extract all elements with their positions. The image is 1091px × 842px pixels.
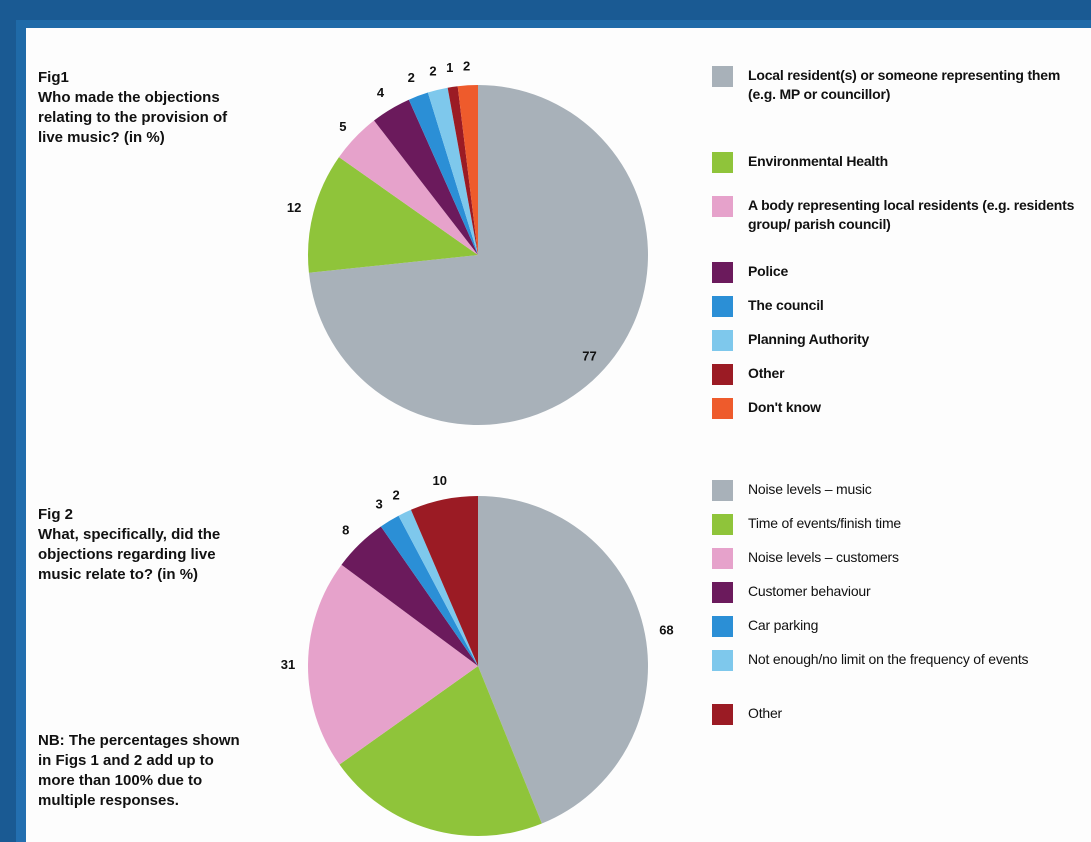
legend-swatch: [712, 480, 733, 501]
fig2-slice-time-of-events-finish-time: [339, 666, 542, 836]
infographic-page: Fig1 Who made the objections relating to…: [26, 28, 1091, 842]
fig2-legend-item: Noise levels – customers: [712, 548, 1078, 569]
fig2-slice-noise-levels-music: [478, 496, 649, 824]
fig2-slice-other: [410, 496, 478, 666]
fig1-legend-item: Environmental Health: [712, 152, 1078, 173]
fig2-value-label: 8: [342, 523, 349, 538]
fig1-slice-local-resident-s-or-someone-representing: [308, 85, 648, 425]
legend-swatch: [712, 196, 733, 217]
fig1-legend-item: Police: [712, 262, 1078, 283]
fig1-slice-a-body-representing-local-residents-e-g-: [338, 120, 478, 256]
fig1-slice-the-council: [408, 92, 478, 255]
fig1-title-block: Fig1 Who made the objections relating to…: [38, 68, 248, 148]
legend-label: Planning Authority: [748, 331, 870, 347]
fig2-value-label: 3: [376, 497, 383, 512]
fig2-slice-not-enough-no-limit-on-the-frequency-of-: [398, 509, 478, 666]
fig2-title-block: Fig 2 What, specifically, did the object…: [38, 505, 248, 585]
fig1-value-label: 2: [463, 58, 470, 73]
legend-swatch: [712, 152, 733, 173]
legend-swatch: [712, 330, 733, 351]
fig1-slice-environmental-health: [308, 157, 478, 273]
fig1-legend-item: Other: [712, 364, 1078, 385]
legend-label: Not enough/no limit on the frequency of …: [748, 651, 1029, 667]
fig2-slice-car-parking: [380, 515, 478, 666]
legend-label: Other: [748, 365, 785, 381]
fig1-slice-police: [374, 99, 478, 256]
legend-swatch: [712, 514, 733, 535]
legend-label: Customer behaviour: [748, 583, 871, 599]
legend-swatch: [712, 650, 733, 671]
fig1-title: Fig1: [38, 69, 69, 86]
fig1-legend-item: Planning Authority: [712, 330, 1078, 351]
fig1-slice-planning-authority: [427, 87, 478, 256]
fig2-question: What, specifically, did the objections r…: [38, 526, 221, 583]
fig1-value-label: 77: [582, 348, 596, 363]
legend-swatch: [712, 616, 733, 637]
legend-swatch: [712, 296, 733, 317]
legend-swatch: [712, 398, 733, 419]
fig2-legend-item: Time of events/finish time: [712, 514, 1078, 535]
fig1-value-label: 1: [446, 60, 453, 75]
legend-label: Other: [748, 705, 783, 721]
legend-swatch: [712, 704, 733, 725]
fig1-legend-item: A body representing local residents (e.g…: [712, 196, 1078, 234]
legend-swatch: [712, 66, 733, 87]
legend-swatch: [712, 262, 733, 283]
fig1-value-label: 2: [429, 63, 436, 78]
fig2-legend-item: Car parking: [712, 616, 1078, 637]
fig2-value-label: 31: [281, 657, 295, 672]
fig2-legend-item: Noise levels – music: [712, 480, 1078, 501]
fig1-value-label: 2: [408, 70, 415, 85]
fig1-slice-don-t-know: [457, 85, 478, 255]
fig2-title: Fig 2: [38, 506, 74, 523]
legend-label: Noise levels – customers: [748, 549, 899, 565]
legend-swatch: [712, 548, 733, 569]
fig2-legend-item: Not enough/no limit on the frequency of …: [712, 650, 1078, 671]
legend-label: Don't know: [748, 399, 821, 415]
fig1-legend-item: The council: [712, 296, 1078, 317]
legend-swatch: [712, 582, 733, 603]
fig2-slice-noise-levels-customers: [308, 564, 478, 765]
fig2-slice-customer-behaviour: [341, 526, 478, 666]
fig2-pie-chart: 68333183210: [281, 473, 674, 842]
fig1-slice-other: [447, 86, 478, 255]
legend-label: The council: [748, 297, 824, 313]
fig2-value-label: 68: [659, 622, 673, 637]
legend-label: Car parking: [748, 617, 819, 633]
legend-label: Police: [748, 263, 789, 279]
page-frame: Fig1 Who made the objections relating to…: [16, 20, 1091, 842]
legend-label: Time of events/finish time: [748, 515, 902, 531]
fig2-value-label: 10: [433, 473, 447, 488]
fig1-value-label: 4: [377, 85, 385, 100]
legend-label: A body representing local residents (e.g…: [748, 197, 1075, 232]
fig1-legend-item: Local resident(s) or someone representin…: [712, 66, 1078, 104]
fig2-legend-item: Other: [712, 704, 1078, 725]
legend-swatch: [712, 364, 733, 385]
percentages-note: NB: The percentages shown in Figs 1 and …: [38, 732, 240, 809]
fig1-question: Who made the objections relating to the …: [38, 89, 228, 146]
fig2-legend-item: Customer behaviour: [712, 582, 1078, 603]
fig1-legend-item: Don't know: [712, 398, 1078, 419]
legend-label: Local resident(s) or someone representin…: [748, 67, 1061, 102]
fig2-value-label: 2: [392, 488, 399, 503]
legend-label: Noise levels – music: [748, 481, 872, 497]
legend-label: Environmental Health: [748, 153, 888, 169]
fig1-value-label: 5: [339, 119, 346, 134]
fig1-value-label: 12: [287, 200, 301, 215]
